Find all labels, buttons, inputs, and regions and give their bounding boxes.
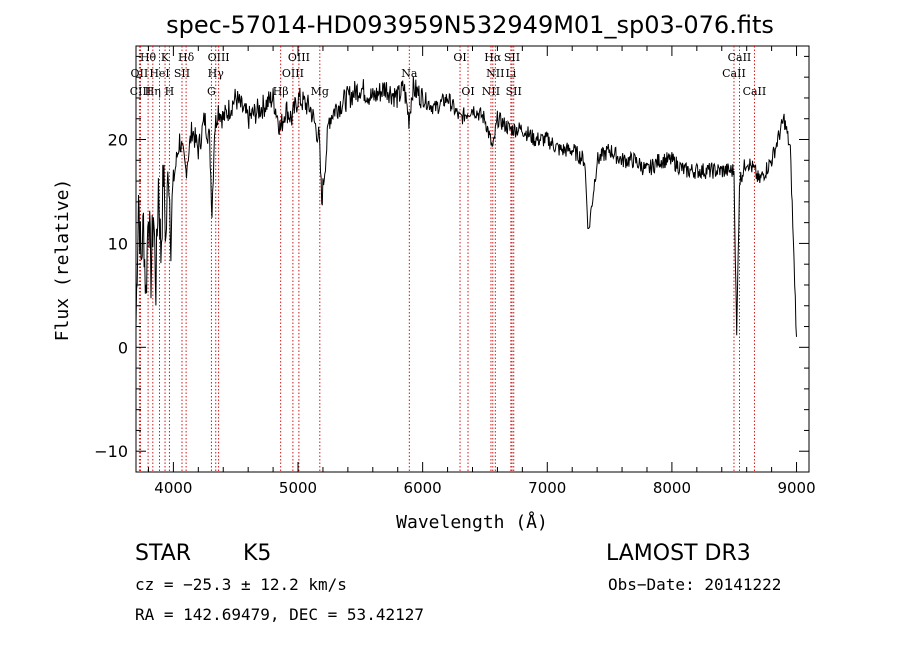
- x-axis-label: Wavelength (Å): [396, 511, 548, 533]
- coordinates: RA = 142.69479, DEC = 53.42127: [135, 605, 424, 624]
- line-label: OI: [461, 85, 474, 98]
- line-label: SII: [174, 67, 190, 80]
- object-class: STAR: [135, 541, 191, 566]
- y-axis-label: Flux (relative): [52, 179, 73, 342]
- line-label: SII: [504, 51, 520, 64]
- x-tick-label: 8000: [653, 479, 691, 497]
- line-label: CaII: [722, 67, 746, 80]
- observation-date: Obs−Date: 20141222: [608, 575, 781, 594]
- y-tick-label: 0: [118, 338, 128, 357]
- line-label: OIII: [208, 51, 230, 64]
- y-axis-ticks: −10 0 10 20: [94, 55, 809, 473]
- line-label: Hα: [484, 51, 502, 64]
- chart-title: spec-57014-HD093959N532949M01_sp03-076.f…: [166, 11, 774, 39]
- spectrum-series: [135, 76, 797, 337]
- x-tick-label: 6000: [404, 479, 442, 497]
- line-label: G: [207, 85, 216, 98]
- survey-name: LAMOST DR3: [606, 541, 751, 566]
- x-tick-label: 7000: [528, 479, 566, 497]
- line-label: K: [161, 51, 170, 64]
- object-subclass: K5: [243, 541, 271, 566]
- line-label: Hγ: [208, 67, 225, 80]
- line-label: OII: [131, 67, 149, 80]
- line-label: SII: [506, 85, 522, 98]
- line-label: NII: [486, 67, 504, 80]
- y-tick-label: 20: [108, 131, 128, 150]
- line-label: Hθ: [140, 51, 157, 64]
- y-tick-label: 10: [108, 234, 128, 253]
- line-label: OIII: [282, 67, 304, 80]
- x-tick-label: 4000: [154, 479, 192, 497]
- line-label: NII: [482, 85, 500, 98]
- x-axis-ticks: 4000 5000 6000 7000 8000 9000: [147, 46, 816, 497]
- line-label: H: [165, 85, 175, 98]
- line-label: Li: [505, 67, 516, 80]
- line-label: Na: [401, 67, 418, 80]
- line-label: OIII: [288, 51, 310, 64]
- line-label: Hη: [145, 85, 161, 98]
- spectral-line-markers: [138, 46, 755, 472]
- line-label: OI: [453, 51, 466, 64]
- y-tick-label: −10: [94, 442, 128, 461]
- x-tick-label: 5000: [279, 479, 317, 497]
- line-label: CIII: [130, 85, 151, 98]
- line-label: HeI: [149, 67, 169, 80]
- line-label: Mg: [311, 85, 329, 98]
- spectrum-line: [135, 76, 797, 337]
- line-label: CaII: [743, 85, 767, 98]
- line-label: Hδ: [178, 51, 195, 64]
- line-label: Hβ: [273, 85, 289, 98]
- line-label: CaII: [728, 51, 752, 64]
- redshift-cz: cz = −25.3 ± 12.2 km/s: [135, 575, 347, 594]
- x-tick-label: 9000: [777, 479, 815, 497]
